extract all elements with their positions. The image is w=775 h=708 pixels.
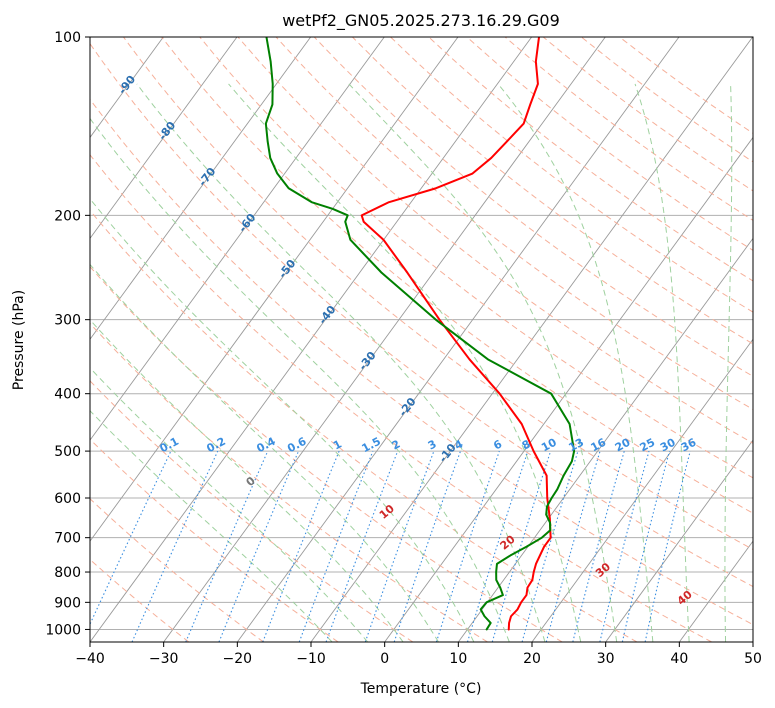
moist-adiabat-line [90,263,439,642]
plot-area [90,37,753,642]
y-tick-label: 600 [54,491,81,507]
mixing-ratio-line [218,450,300,642]
chart-title: wetPf2_GN05.2025.273.16.29.G09 [282,11,560,31]
y-tick-label: 300 [54,313,81,329]
dry-adiabat-line [90,380,414,642]
moist-adiabat-line [497,83,654,642]
y-tick-label: 700 [54,531,81,547]
y-tick-label: 500 [54,444,81,460]
dry-adiabat-line [90,209,638,642]
mixing-ratio-line [466,450,529,642]
x-axis-label: Temperature (°C) [360,681,482,697]
y-tick-label: 100 [54,30,81,46]
x-tick-label: −20 [223,651,253,667]
isotherm-line [457,237,753,642]
mixing-ratio-line [298,450,374,642]
mixing-ratio-line [545,450,601,642]
dry-adiabat-line [275,37,753,411]
x-tick-label: 30 [597,651,615,667]
dry-adiabat-line [123,37,753,550]
y-axis-label: Pressure (hPa) [11,290,27,390]
y-tick-label: 400 [54,387,81,403]
mixing-ratio-line [262,450,340,642]
mixing-ratio-line [621,450,671,642]
isotherm-line [90,37,533,642]
isotherm-line [163,37,606,642]
dry-adiabat-line [90,322,488,642]
moist-adiabat-line [136,83,546,642]
mixing-ratio-line [393,450,462,642]
mixing-ratio-label: 10 [539,436,559,455]
x-tick-label: −40 [75,651,105,667]
mixing-ratio-line [521,450,579,642]
isotherm-line [752,641,753,642]
dry-adiabat-line [161,37,753,514]
dry-adiabat-line [90,153,712,642]
isotherm-line [90,37,385,441]
mixing-ratio-label: 30 [658,436,678,455]
moist-adiabat-line [634,83,690,642]
x-tick-label: 20 [523,651,541,667]
x-tick-label: 10 [449,651,467,667]
x-tick-label: 40 [670,651,688,667]
mixing-ratio-line [364,450,435,642]
moist-adiabat-line [90,319,404,642]
dry-adiabat-line [313,37,753,377]
mixing-ratio-label: 16 [589,436,609,455]
isotherm-line [605,439,753,642]
dry-adiabat-line [237,37,753,444]
background-lines [90,37,753,642]
isotherm-line [90,37,312,341]
x-axis-ticks: −40 −30 −20 −10 0 10 20 30 40 50 [75,642,762,667]
y-tick-label: 900 [54,595,81,611]
sounding-profiles [264,37,576,631]
dewpoint-profile-line [264,37,576,631]
x-tick-label: 50 [744,651,762,667]
mixing-ratio-line [325,450,399,642]
isotherm-line [236,37,680,642]
temperature-profile-line [360,37,552,631]
y-tick-label: 200 [54,208,81,224]
mixing-ratio-label: 20 [613,436,633,455]
x-tick-label: 0 [380,651,389,667]
mixing-ratio-line [131,450,219,642]
mixing-ratio-label: 36 [679,436,699,455]
mixing-ratio-label: 13 [566,436,586,455]
x-tick-label: −10 [296,651,326,667]
x-tick-label: −30 [149,651,179,667]
plot-frame [89,36,754,643]
mixing-ratio-line [599,450,650,642]
dry-adiabat-line [90,98,753,626]
mixing-ratio-line [644,450,691,642]
dry-adiabat-line [90,42,753,588]
moist-adiabat-line [348,83,618,642]
mixing-ratio-label: 25 [638,436,658,455]
y-tick-label: 1000 [45,622,81,638]
moist-adiabat-line [90,367,369,642]
mixing-ratio-line [185,450,269,642]
mixing-ratio-line [572,450,625,642]
moist-adiabat-line [228,83,582,642]
mixing-ratio-line [491,450,552,642]
moist-adiabat-line [724,83,733,642]
y-axis-ticks: 100 200 300 400 500 600 700 800 900 1000 [45,30,90,638]
y-tick-label: 800 [54,565,81,581]
isotherm-line [90,37,459,542]
moist-adiabat-line [90,198,475,642]
mixing-ratio-line [435,450,500,642]
isotherm-line [90,37,238,240]
